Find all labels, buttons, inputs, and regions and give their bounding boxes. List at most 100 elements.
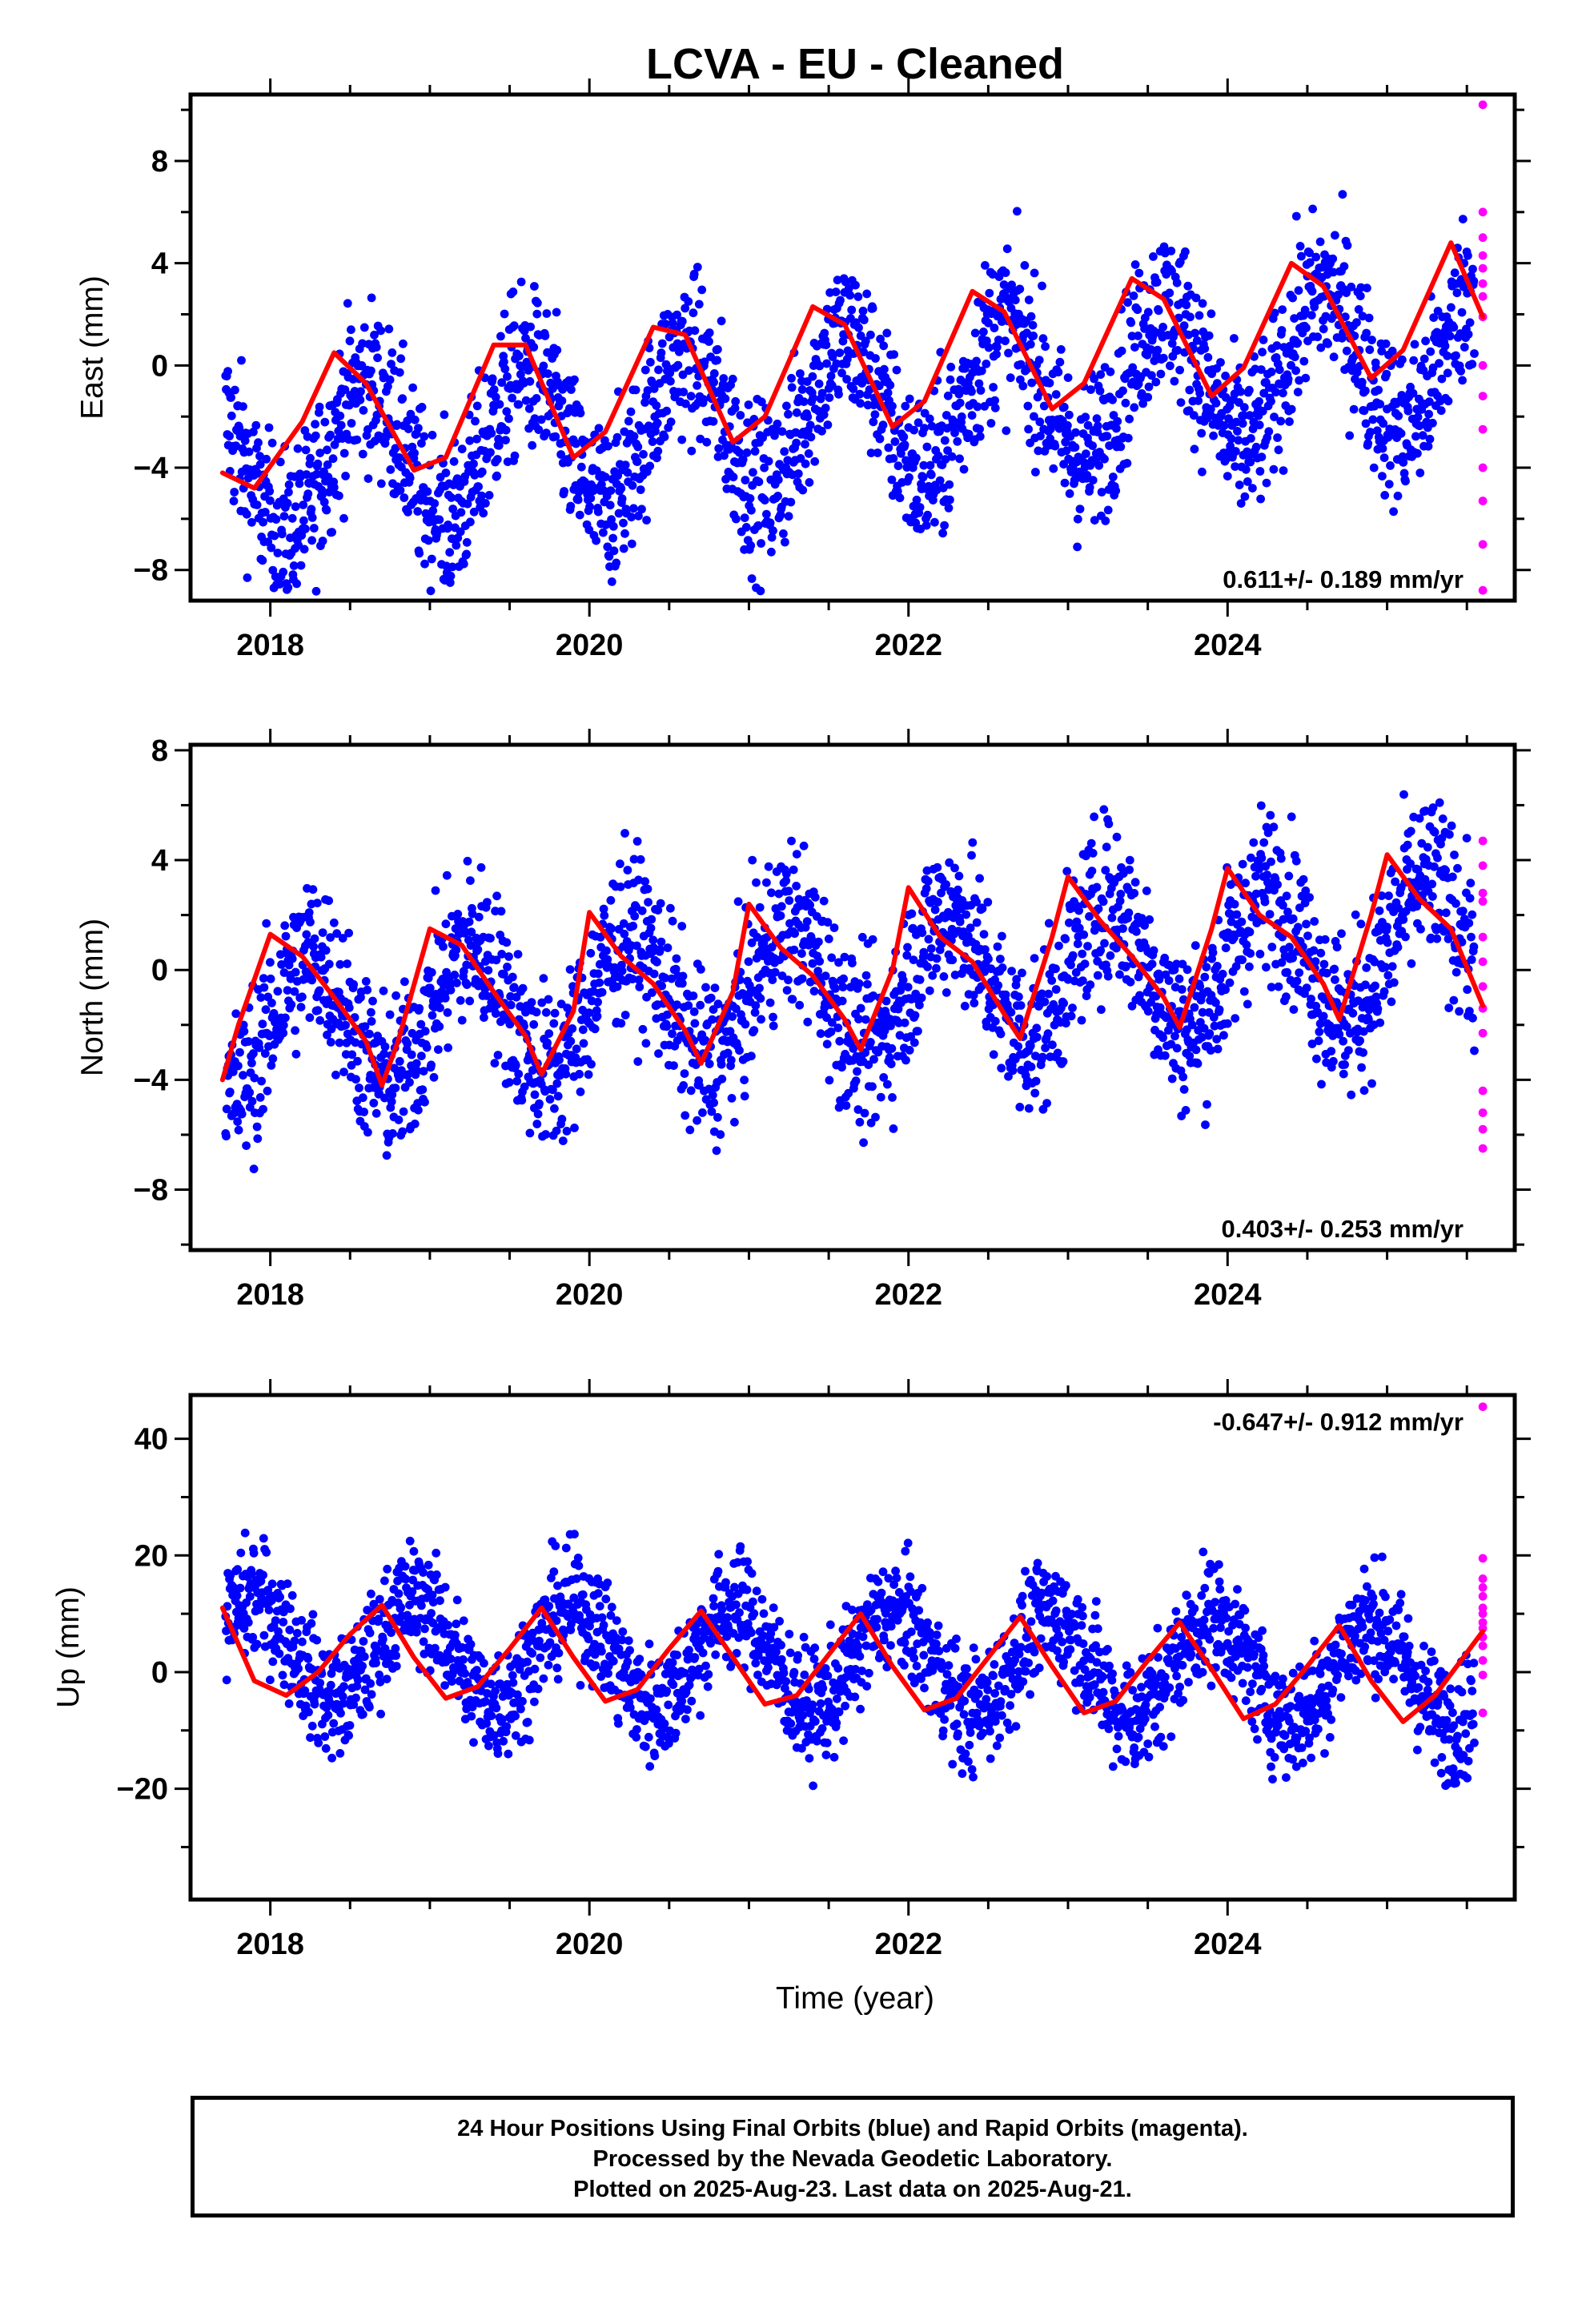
up-final-point [287,1590,297,1600]
north-final-point [831,984,840,993]
east-final-point [1026,312,1036,321]
east-final-point [339,448,349,458]
north-final-point [1125,865,1134,875]
north-final-point [905,1046,914,1055]
east-final-point [792,408,801,417]
east-final-point [884,443,893,452]
east-final-point [1034,356,1044,364]
east-final-point [1410,340,1419,349]
north-final-point [532,1120,542,1128]
east-final-point [624,416,633,426]
east-final-point [709,416,718,426]
east-final-point [740,513,749,522]
east-final-point [633,442,643,452]
north-final-point [1104,819,1114,829]
north-final-point [279,1028,288,1038]
north-final-point [305,1013,315,1023]
north-final-point [493,1051,503,1059]
east-final-point [1294,286,1303,296]
north-final-point [395,1056,404,1066]
east-final-point [930,517,939,527]
east-final-point [1146,345,1156,354]
east-final-point [413,507,423,516]
east-final-point [656,348,666,357]
north-final-point [888,1093,897,1102]
north-final-point [901,1055,910,1065]
north-final-point [975,874,984,883]
north-final-point [1145,915,1154,924]
north-final-point [886,1059,896,1068]
north-final-point [756,994,765,1003]
east-final-point [1108,472,1118,481]
east-final-point [509,321,519,331]
north-final-point [1256,801,1266,810]
north-final-point [744,957,753,967]
east-final-point [1458,376,1467,385]
east-final-point [944,504,954,513]
north-final-point [792,882,801,891]
east-final-point [765,518,775,528]
north-final-point [257,1076,266,1086]
east-final-point [267,438,277,448]
east-final-point [955,398,965,408]
east-final-point [1231,462,1240,471]
east-final-point [315,402,324,412]
east-final-point [339,513,348,523]
north-final-point [1438,814,1447,823]
north-final-point [1379,987,1389,996]
north-final-point [1130,889,1139,898]
east-final-point [912,495,921,505]
east-final-point [492,455,502,464]
north-final-point [296,1003,306,1011]
north-final-point [518,983,528,993]
east-final-point [897,448,905,458]
north-final-point [261,1005,271,1015]
east-final-point [1123,298,1132,308]
north-final-point [630,911,640,921]
east-plot-frame [188,92,1517,603]
east-final-point [1031,468,1040,476]
north-final-point [1389,978,1399,987]
north-final-point [1284,871,1294,881]
east-final-point [355,396,365,404]
north-final-point [640,877,649,887]
north-final-point [1059,999,1068,1008]
up-final-point [235,1583,245,1593]
east-final-point [489,385,499,394]
east-final-point [1062,446,1071,456]
east-final-point [741,476,750,485]
north-final-point [925,986,934,995]
east-final-point [556,450,565,459]
east-final-point [1267,396,1275,406]
east-final-point [1096,370,1106,380]
north-final-point [287,1000,296,1009]
north-final-point [544,995,553,1004]
east-final-point [404,424,413,433]
east-final-point [392,420,402,429]
north-final-point [1416,924,1425,934]
east-final-point [637,505,646,514]
east-final-point [287,513,297,523]
east-final-point [986,419,996,428]
east-final-point [284,480,294,489]
up-final-point [259,1570,267,1580]
north-final-point [318,928,327,937]
north-final-point [708,1091,717,1100]
east-final-point [1269,464,1279,474]
north-final-point [620,1011,630,1019]
north-final-point [960,1001,970,1011]
east-final-point [735,448,744,457]
east-final-point [652,453,661,463]
east-final-point [273,549,283,557]
east-final-point [1063,420,1072,430]
north-final-point [1073,939,1082,948]
east-final-point [1243,477,1252,486]
east-final-point [1273,433,1282,442]
up-final-point [222,1675,231,1685]
north-final-point [797,949,806,959]
east-final-point [1004,348,1013,358]
east-final-point [1056,345,1066,354]
east-final-point [573,495,583,505]
north-final-point [1130,878,1140,887]
north-final-point [644,898,652,907]
